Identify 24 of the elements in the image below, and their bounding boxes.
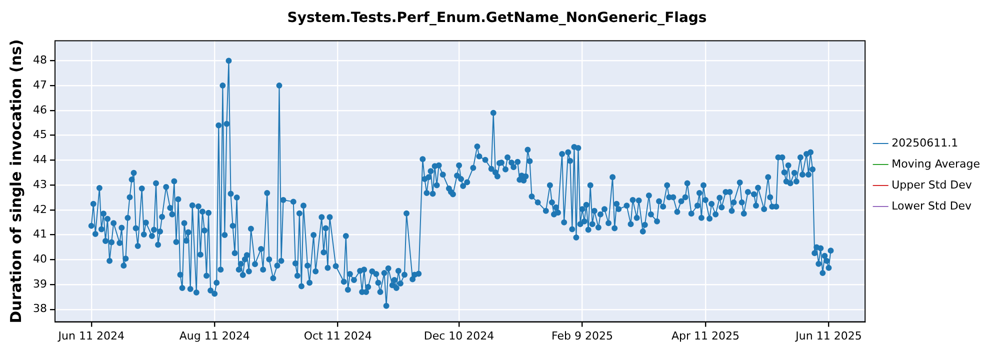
legend-label: Lower Std Dev bbox=[892, 199, 972, 212]
y-axis-title: Duration of single invocation (ns) bbox=[6, 39, 25, 324]
x-tick-label: Oct 11 2024 bbox=[304, 329, 372, 342]
y-tick-label: 44 bbox=[32, 153, 47, 166]
y-tick-label: 45 bbox=[32, 128, 47, 142]
y-tick-label: 40 bbox=[32, 252, 47, 266]
legend-label: Moving Average bbox=[892, 157, 980, 170]
x-tick-label: Dec 10 2024 bbox=[424, 329, 494, 342]
legend-label: Upper Std Dev bbox=[892, 178, 972, 192]
chart-title: System.Tests.Perf_Enum.GetName_NonGeneric_Flags bbox=[287, 10, 707, 26]
y-tick-label: 47 bbox=[32, 78, 47, 92]
y-tick-label: 38 bbox=[32, 302, 47, 316]
y-tick-label: 43 bbox=[32, 178, 47, 191]
x-tick-label: Jun 11 2025 bbox=[794, 329, 862, 342]
x-tick-label: Aug 11 2024 bbox=[179, 329, 250, 342]
y-tick-label: 41 bbox=[32, 228, 47, 241]
x-tick-label: Feb 9 2025 bbox=[552, 329, 613, 342]
y-tick-label: 46 bbox=[32, 103, 47, 116]
y-tick-label: 39 bbox=[32, 277, 47, 290]
y-tick-label: 42 bbox=[32, 202, 47, 216]
x-tick-label: Jun 11 2024 bbox=[57, 329, 124, 342]
y-tick-label: 48 bbox=[32, 54, 47, 67]
x-tick-label: Apr 11 2025 bbox=[671, 329, 740, 342]
legend-label: 20250611.1 bbox=[892, 136, 958, 150]
